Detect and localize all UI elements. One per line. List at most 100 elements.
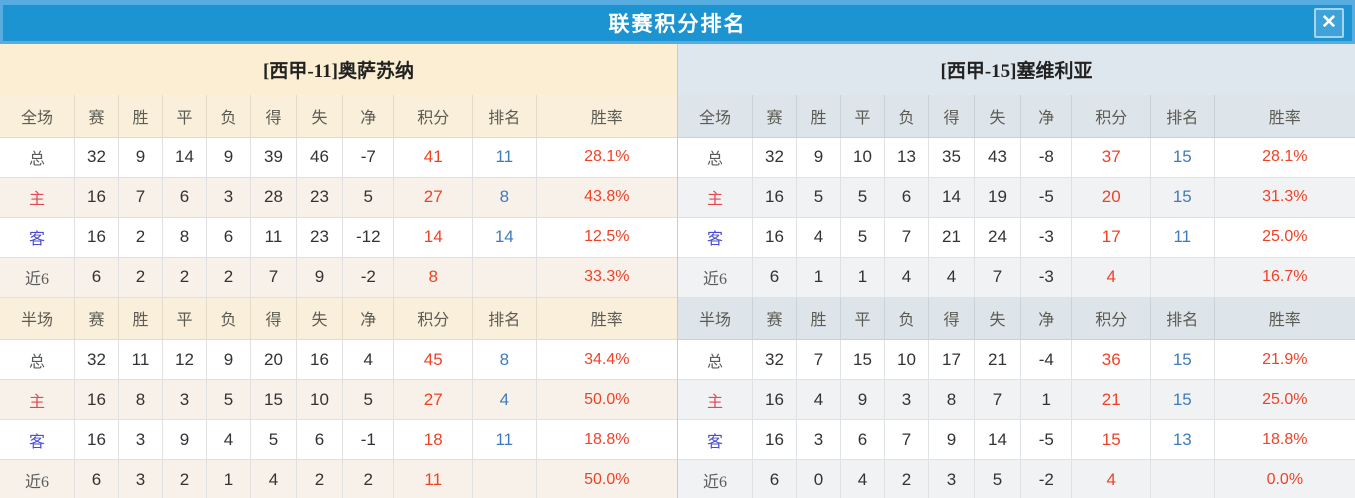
column-header: 得 — [249, 297, 298, 340]
column-header: 失 — [973, 297, 1022, 340]
rank-cell: 11 — [472, 419, 537, 460]
column-header: 积分 — [1071, 95, 1151, 138]
column-header: 排名 — [472, 95, 537, 138]
section-header: 全场 — [678, 95, 753, 138]
rank-cell: 11 — [472, 136, 537, 178]
stat-cell: 7 — [117, 176, 163, 218]
column-header: 负 — [883, 95, 929, 138]
column-header: 积分 — [393, 95, 473, 138]
column-header: 胜率 — [1213, 95, 1355, 138]
column-header: 胜率 — [535, 297, 677, 340]
stat-cell: 9 — [795, 136, 841, 178]
stat-cell: -3 — [1020, 216, 1073, 258]
column-header: 平 — [161, 297, 207, 340]
rate-cell: 18.8% — [1213, 419, 1355, 460]
rank-cell: 13 — [1150, 419, 1215, 460]
stat-cell: 8 — [117, 379, 163, 420]
column-header: 胜率 — [1213, 297, 1355, 340]
table-row: 客 16 3 6 7 9 14 -5 15 13 18.8% — [678, 419, 1355, 460]
titlebar-inner: 联赛积分排名 ✕ — [3, 5, 1352, 41]
stat-cell: 1 — [1020, 379, 1073, 420]
column-header: 失 — [973, 95, 1022, 138]
stat-cell: 1 — [795, 256, 841, 298]
stat-cell: 7 — [795, 339, 841, 380]
row-label: 客 — [0, 419, 75, 460]
column-header: 平 — [839, 95, 885, 138]
points-cell: 11 — [393, 459, 473, 498]
stat-cell: 1 — [839, 256, 885, 298]
column-header: 排名 — [472, 297, 537, 340]
table-row: 近6 6 3 2 1 4 2 2 11 50.0% — [0, 459, 677, 498]
points-cell: 45 — [393, 339, 473, 380]
rate-cell: 34.4% — [535, 339, 677, 380]
stat-cell: 6 — [73, 459, 119, 498]
column-header: 得 — [927, 297, 976, 340]
column-header: 赛 — [751, 95, 797, 138]
stat-cell: 16 — [73, 216, 119, 258]
stat-cell: 4 — [205, 419, 251, 460]
stat-cell: 6 — [839, 419, 885, 460]
row-label: 主 — [0, 176, 75, 218]
stat-cell: 5 — [795, 176, 841, 218]
close-button[interactable]: ✕ — [1314, 8, 1344, 38]
column-header: 胜 — [795, 95, 841, 138]
team-panel-sevilla: [西甲-15]塞维利亚 全场赛胜平负得失净积分 排名 胜率总 32 9 10 13 35 43-… — [677, 44, 1355, 498]
stat-cell: 35 — [927, 136, 976, 178]
stat-cell: 6 — [73, 256, 119, 298]
section-header: 半场 — [0, 297, 75, 340]
rate-cell: 25.0% — [1213, 379, 1355, 420]
column-header: 积分 — [1071, 297, 1151, 340]
stat-cell: 10 — [883, 339, 929, 380]
stat-cell: 3 — [161, 379, 207, 420]
stat-cell: 23 — [295, 176, 344, 218]
stat-cell: 9 — [117, 136, 163, 178]
stat-cell: 16 — [73, 379, 119, 420]
rank-cell — [1150, 459, 1215, 498]
stat-cell: 4 — [927, 256, 976, 298]
stat-cell: 14 — [973, 419, 1022, 460]
points-cell: 18 — [393, 419, 473, 460]
row-label: 客 — [678, 419, 753, 460]
rate-cell: 33.3% — [535, 256, 677, 298]
stat-cell: 9 — [205, 339, 251, 380]
column-header: 负 — [205, 95, 251, 138]
rate-cell: 43.8% — [535, 176, 677, 218]
row-label: 总 — [678, 136, 753, 178]
stat-cell: 6 — [205, 216, 251, 258]
rank-cell: 8 — [472, 339, 537, 380]
stat-cell: 1 — [205, 459, 251, 498]
column-header: 赛 — [73, 95, 119, 138]
stat-cell: 21 — [927, 216, 976, 258]
stat-cell: 24 — [973, 216, 1022, 258]
table-row: 近6 6 0 4 2 3 5 -2 4 0.0% — [678, 459, 1355, 498]
stat-cell: -2 — [342, 256, 395, 298]
stat-cell: 7 — [249, 256, 298, 298]
column-header: 净 — [1020, 95, 1073, 138]
team-panel-osasuna: [西甲-11]奥萨苏纳 全场赛胜平负得失净积分 排名 胜率总 32 9 14 9 39 46 -7… — [0, 44, 677, 498]
stat-cell: -1 — [342, 419, 395, 460]
rate-cell: 21.9% — [1213, 339, 1355, 380]
rank-cell: 15 — [1150, 136, 1215, 178]
table-row: 主 16 5 5 6 14 19 -5 20 15 31.3% — [678, 176, 1355, 218]
column-header: 负 — [205, 297, 251, 340]
stat-cell: 16 — [751, 419, 797, 460]
stat-cell: 8 — [927, 379, 976, 420]
close-icon: ✕ — [1321, 12, 1337, 33]
table-row: 主 16 8 3 5 15 10 5 27 4 50.0% — [0, 379, 677, 420]
stat-cell: 3 — [883, 379, 929, 420]
row-label: 总 — [0, 339, 75, 380]
points-cell: 15 — [1071, 419, 1151, 460]
table-row: 主 16 7 6 3 28 23 5 27 8 43.8% — [0, 176, 677, 218]
stat-cell: 17 — [927, 339, 976, 380]
stat-cell: 16 — [295, 339, 344, 380]
rank-cell: 14 — [472, 216, 537, 258]
stat-cell: 4 — [883, 256, 929, 298]
points-cell: 14 — [393, 216, 473, 258]
stat-cell: 5 — [973, 459, 1022, 498]
stat-cell: 9 — [927, 419, 976, 460]
rank-cell — [472, 256, 537, 298]
row-label: 总 — [678, 339, 753, 380]
stat-cell: 32 — [751, 136, 797, 178]
rank-cell: 15 — [1150, 339, 1215, 380]
stat-cell: 8 — [161, 216, 207, 258]
